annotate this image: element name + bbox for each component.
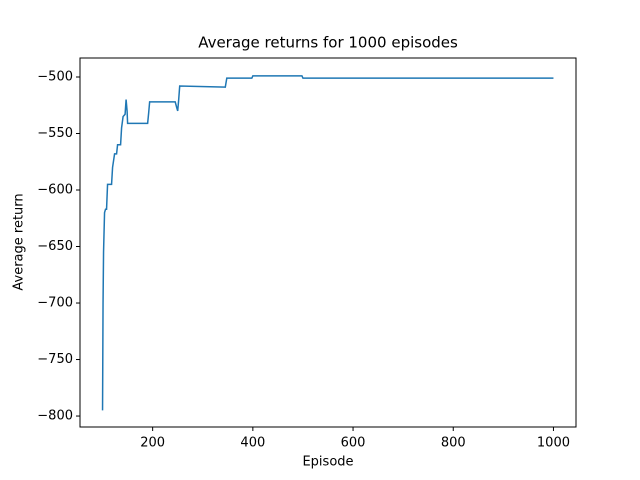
y-tick-label: −800 <box>37 409 73 424</box>
y-axis-label: Average return <box>12 193 27 290</box>
x-axis-label: Episode <box>302 455 353 470</box>
y-tick-label: −600 <box>37 183 73 198</box>
y-tick-label: −500 <box>37 69 73 84</box>
chart-title: Average returns for 1000 episodes <box>198 34 458 52</box>
y-tick-label: −700 <box>37 296 73 311</box>
x-tick-label: 1000 <box>537 436 570 451</box>
x-tick-label: 200 <box>140 436 165 451</box>
y-tick-label: −650 <box>37 239 73 254</box>
plot-frame <box>79 57 577 428</box>
y-tick-label: −750 <box>37 352 73 367</box>
x-tick-label: 800 <box>441 436 466 451</box>
line <box>101 75 554 411</box>
y-tick-label: −550 <box>37 126 73 141</box>
x-tick-label: 400 <box>240 436 265 451</box>
x-tick-label: 600 <box>341 436 366 451</box>
